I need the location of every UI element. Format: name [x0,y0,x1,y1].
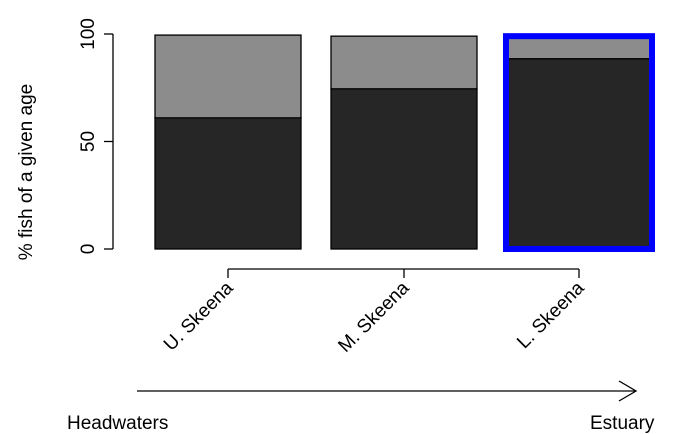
x-tick-label-m-skeena: M. Skeena [334,277,413,356]
x-tick-label-l-skeena: L. Skeena [513,277,589,353]
headwaters-label: Headwaters [67,413,168,434]
y-tick-label-50: 50 [78,131,99,152]
bar-u-skeena-segment-2 [154,34,302,119]
estuary-label: Estuary [590,413,655,434]
bar-m-skeena-segment-1 [330,88,478,250]
bar-l-skeena-segment-1 [505,58,653,250]
bar-u-skeena-segment-1 [154,117,302,250]
y-axis: 0 50 100 [78,18,114,255]
highlight-outline-l-skeena [503,33,655,253]
bar-l-skeena-segment-2 [505,35,653,60]
x-tick-label-u-skeena: U. Skeena [160,277,238,355]
x-axis: U. Skeena M. Skeena L. Skeena [160,268,589,357]
bar-m-skeena-segment-2 [330,35,478,90]
bars-group [154,33,655,253]
y-axis-label: % fish of a given age [16,84,37,260]
gradient-arrow [137,380,638,402]
y-tick-label-100: 100 [78,18,99,50]
y-tick-label-0: 0 [78,244,99,255]
gradient-arrow-head [618,380,638,402]
